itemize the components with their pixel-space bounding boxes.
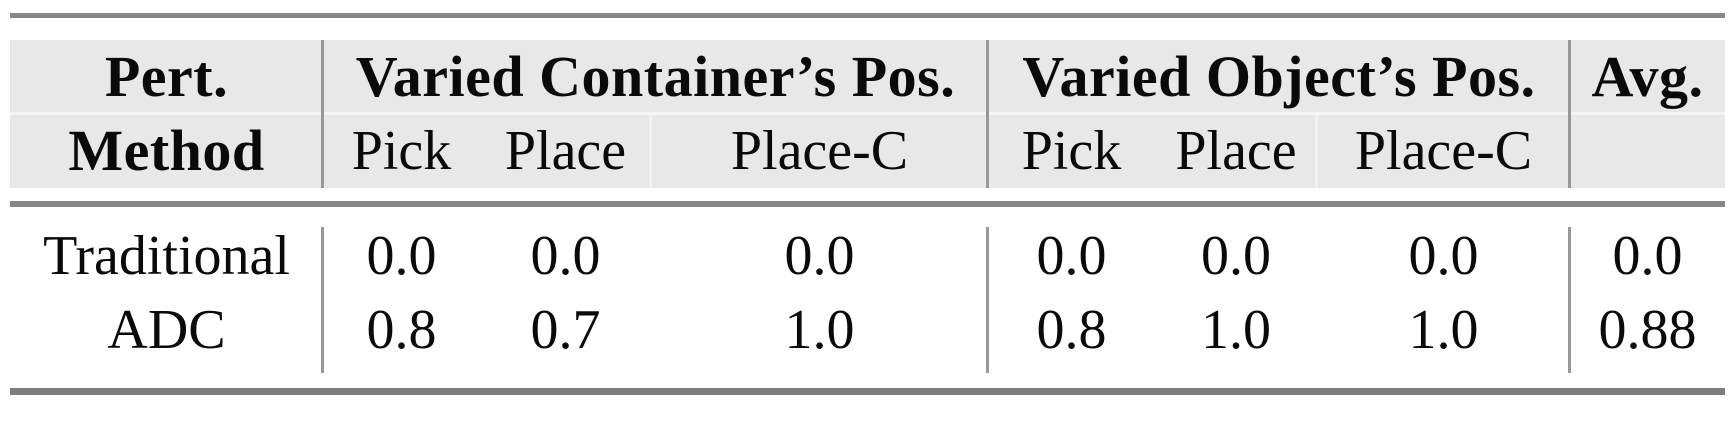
table-row-traditional: Traditional 0.0 0.0 0.0 0.0 0.0 0.0 0.0 xyxy=(10,220,1725,292)
divider-avg-header xyxy=(1568,40,1571,188)
divider-method-body xyxy=(321,227,324,373)
subheader-place-object: Place xyxy=(1175,120,1297,182)
subheader-place-container: Place xyxy=(504,120,627,182)
value-cell: 0.0 xyxy=(530,225,601,287)
header-cell-hairline xyxy=(1315,115,1318,188)
subheader-pick-object: Pick xyxy=(1021,120,1122,182)
table-bottom-rule xyxy=(10,388,1725,395)
subheader-avg-empty xyxy=(1570,114,1725,188)
divider-method-header xyxy=(321,40,324,188)
value-cell: 1.0 xyxy=(784,299,855,361)
value-cell: 0.0 xyxy=(1408,225,1479,287)
divider-groups-body xyxy=(986,227,989,373)
value-cell: 1.0 xyxy=(1201,299,1271,361)
value-cell: 0.0 xyxy=(366,225,437,287)
divider-avg-body xyxy=(1568,227,1571,373)
value-cell: 0.8 xyxy=(1036,299,1107,361)
subheader-place-c-object: Place-C xyxy=(1354,120,1533,182)
row-label: ADC xyxy=(107,299,226,361)
table-top-rule xyxy=(10,13,1725,18)
header-row-hairline xyxy=(10,112,1725,115)
header-method: Method xyxy=(68,118,265,183)
value-cell: 0.0 xyxy=(784,225,855,287)
header-cell-hairline xyxy=(649,115,652,188)
header-row-2: Method Pick Place Place-C Pick Place Pla… xyxy=(10,114,1725,188)
table-row-adc: ADC 0.8 0.7 1.0 0.8 1.0 1.0 0.88 xyxy=(10,294,1725,366)
subheader-place-c-container: Place-C xyxy=(730,120,909,182)
value-cell: 0.0 xyxy=(1201,225,1271,287)
value-cell: 0.8 xyxy=(366,299,437,361)
value-cell: 1.0 xyxy=(1408,299,1479,361)
row-label: Traditional xyxy=(43,225,290,287)
value-cell: 0.7 xyxy=(530,299,601,361)
header-group-object-pos: Varied Object’s Pos. xyxy=(1022,44,1536,109)
value-cell-avg: 0.88 xyxy=(1598,299,1697,361)
table-mid-rule xyxy=(10,201,1725,207)
header-row-1: Pert. Varied Container’s Pos. Varied Obj… xyxy=(10,40,1725,114)
divider-groups-header xyxy=(986,40,989,188)
header-pert: Pert. xyxy=(104,44,229,109)
header-avg: Avg. xyxy=(1591,44,1704,109)
subheader-pick-container: Pick xyxy=(351,120,452,182)
header-group-container-pos: Varied Container’s Pos. xyxy=(355,44,956,109)
value-cell-avg: 0.0 xyxy=(1612,225,1683,287)
value-cell: 0.0 xyxy=(1036,225,1107,287)
